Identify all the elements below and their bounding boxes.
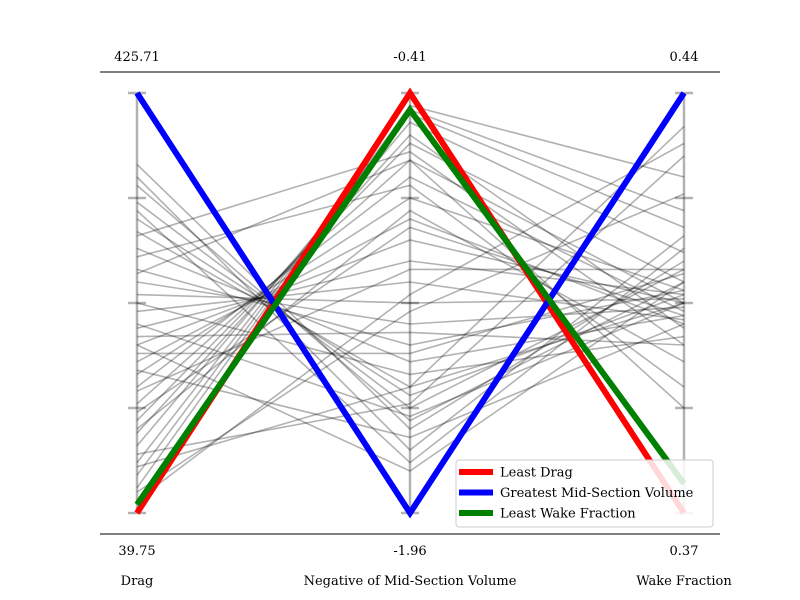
background-line-6	[136, 247, 685, 363]
axis-name-label: Negative of Mid-Section Volume	[304, 574, 517, 589]
background-line-8	[136, 281, 685, 325]
background-line-31	[136, 209, 685, 430]
axis-bottom-label: 0.37	[670, 544, 699, 559]
legend-box	[455, 459, 714, 528]
background-line-29	[136, 268, 684, 392]
background-line-4	[136, 218, 685, 397]
background-line-28	[136, 331, 685, 346]
highlight-line-2	[134, 91, 687, 519]
background-line-36	[136, 176, 685, 452]
background-line-19	[136, 121, 685, 447]
background-line-7	[136, 268, 685, 346]
legend-label-1: Least Drag	[500, 466, 573, 481]
background-line-27	[137, 272, 685, 355]
background-line-3	[136, 201, 685, 409]
axis-name-label: Wake Fraction	[636, 574, 732, 589]
background-line-23	[136, 281, 685, 472]
axes: 425.71 39.75 Drag -0.41 -1.96 Negative of Mid…	[100, 50, 732, 589]
axis-top-label: 425.71	[114, 50, 160, 65]
background-line-2	[136, 184, 685, 422]
background-line-35	[136, 210, 685, 464]
background-line-18	[136, 133, 685, 434]
background-line-13	[136, 218, 685, 363]
background-line-15	[136, 176, 685, 388]
background-line-25	[136, 302, 685, 418]
background-line-26	[136, 302, 685, 376]
background-line-37	[136, 155, 685, 455]
background-line-1	[136, 163, 685, 431]
background-line-11	[136, 260, 685, 329]
background-line-14	[136, 197, 685, 376]
background-line-9	[136, 293, 685, 304]
background-line-30	[136, 226, 685, 413]
background-line-34	[136, 150, 685, 346]
axis-bottom-label: -1.96	[393, 544, 426, 559]
highlight-line-3	[134, 104, 687, 507]
background-line-16	[136, 159, 685, 405]
background-line-38	[136, 126, 685, 468]
background-line-40	[136, 142, 685, 502]
axis-top-label: 0.44	[670, 50, 699, 65]
axis-top-label: -0.41	[393, 50, 426, 65]
legend-label-2: Greatest Mid-Section Volume	[500, 486, 694, 501]
background-line-5	[136, 230, 685, 388]
legend: Least Drag Greatest Mid-Section Volume Lea…	[455, 459, 714, 528]
background-line-10	[136, 281, 685, 321]
highlighted-lines	[134, 87, 687, 519]
legend-label-3: Least Wake Fraction	[500, 507, 636, 522]
axis-name-label: Drag	[121, 574, 154, 589]
axis-bottom-label: 39.75	[118, 544, 155, 559]
background-line-12	[136, 239, 685, 346]
